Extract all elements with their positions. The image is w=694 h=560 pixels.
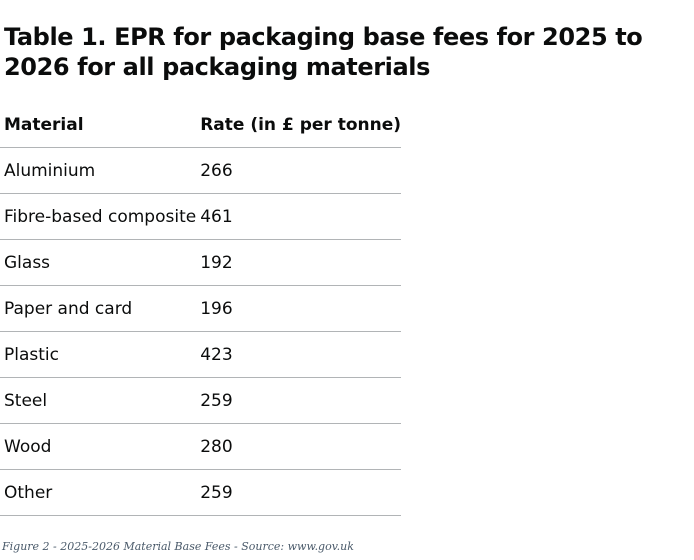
material-cell: Steel (0, 377, 197, 424)
rate-cell: 259 (196, 377, 402, 424)
figure-caption: Figure 2 - 2025-2026 Material Base Fees … (2, 540, 354, 553)
table-row: Other 259 (0, 469, 402, 516)
table-row: Aluminium 266 (0, 147, 402, 194)
material-cell: Paper and card (0, 285, 197, 332)
rate-cell: 461 (196, 193, 402, 240)
rate-cell: 192 (196, 239, 402, 286)
material-cell: Aluminium (0, 147, 197, 194)
table-row: Paper and card 196 (0, 285, 402, 332)
rate-cell: 259 (196, 469, 402, 516)
material-column-header: Material (0, 102, 197, 148)
base-fees-table: Material Rate (in £ per tonne) Aluminium… (0, 102, 402, 516)
material-cell: Wood (0, 423, 197, 470)
rate-cell: 280 (196, 423, 402, 470)
table-row: Glass 192 (0, 239, 402, 286)
material-cell: Fibre-based composite (0, 193, 197, 240)
rate-cell: 196 (196, 285, 402, 332)
table-header-row: Material Rate (in £ per tonne) (0, 102, 402, 148)
table-row: Fibre-based composite 461 (0, 193, 402, 240)
material-cell: Glass (0, 239, 197, 286)
table-row: Plastic 423 (0, 331, 402, 378)
table-row: Steel 259 (0, 377, 402, 424)
rate-column-header: Rate (in £ per tonne) (196, 102, 402, 148)
material-cell: Other (0, 469, 197, 516)
table-title: Table 1. EPR for packaging base fees for… (4, 23, 643, 81)
rate-cell: 423 (196, 331, 402, 378)
rate-cell: 266 (196, 147, 402, 194)
material-cell: Plastic (0, 331, 197, 378)
table-row: Wood 280 (0, 423, 402, 470)
